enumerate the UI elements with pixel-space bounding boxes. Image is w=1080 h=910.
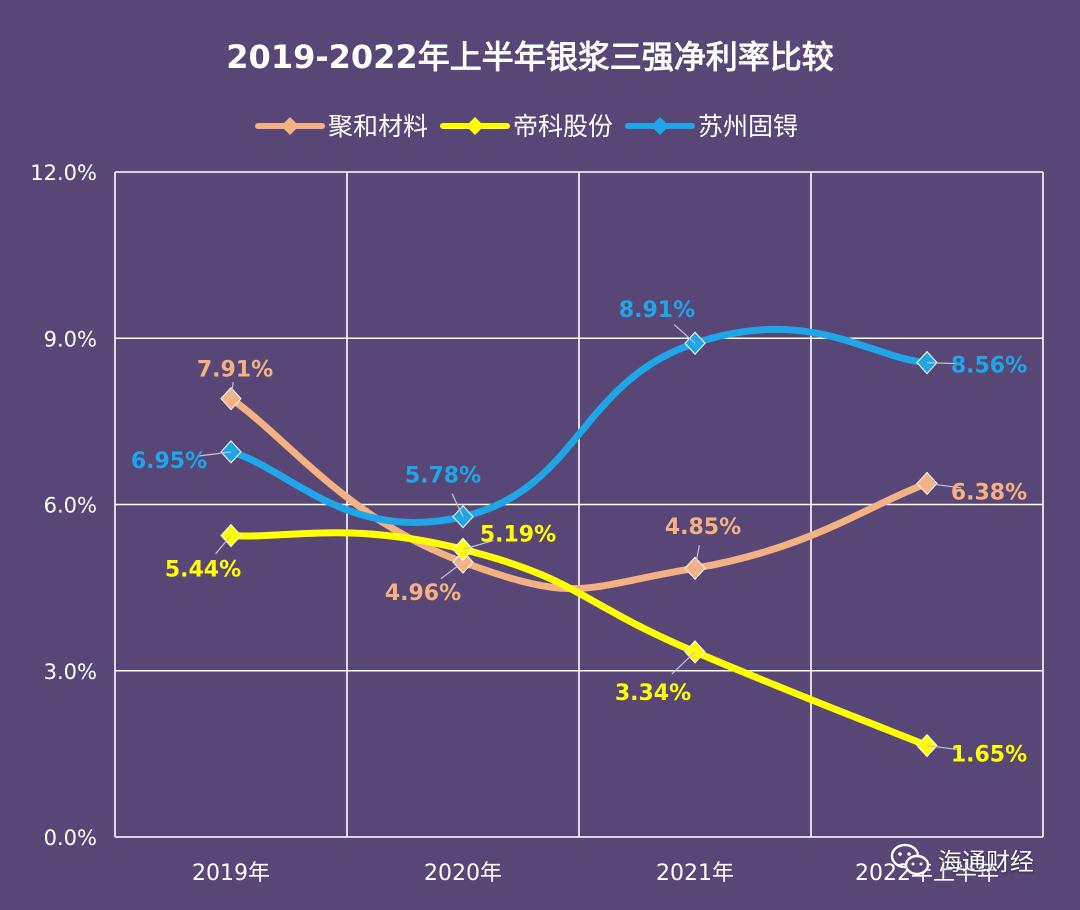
leader-line [451, 493, 464, 517]
data-point [220, 440, 242, 464]
leader-line [196, 451, 232, 457]
leader-line [926, 482, 962, 489]
leader-line [215, 535, 232, 555]
x-tick-label: 2019年 [192, 861, 270, 886]
series-line [227, 529, 931, 750]
x-tick-label: 2021年 [656, 861, 734, 886]
data-point [452, 537, 474, 562]
data-point [452, 504, 474, 529]
leader-line [440, 561, 464, 580]
series-line [227, 325, 931, 526]
data-label: 4.85% [665, 515, 741, 540]
data-label: 6.38% [951, 480, 1027, 505]
leader-line [694, 545, 700, 569]
x-tick-label: 2020年 [424, 861, 502, 886]
y-tick-label: 6.0% [44, 494, 97, 518]
data-label: 6.95% [131, 449, 207, 474]
leader-line [926, 744, 962, 751]
leader-line [673, 324, 696, 344]
watermark: 海通财经 [890, 842, 1034, 877]
legend-label: 聚和材料 [328, 112, 428, 141]
data-label: 8.91% [619, 298, 695, 323]
y-tick-label: 3.0% [44, 660, 97, 684]
data-label: 7.91% [197, 358, 273, 383]
y-tick-label: 12.0% [30, 161, 97, 185]
leader-line [671, 651, 696, 675]
data-label: 1.65% [951, 743, 1027, 768]
legend-marker [651, 117, 669, 135]
leader-line [462, 540, 494, 550]
data-point [452, 550, 474, 574]
leader-line [926, 362, 962, 365]
data-label: 4.96% [385, 581, 461, 606]
legend-marker [281, 117, 299, 135]
data-point [916, 350, 938, 375]
legend-label: 帝科股份 [513, 112, 613, 141]
legend-marker [466, 117, 484, 135]
watermark-text: 海通财经 [938, 848, 1034, 876]
y-tick-label: 0.0% [44, 826, 97, 850]
data-label: 5.44% [165, 558, 241, 583]
wechat-icon [890, 843, 930, 875]
data-label: 5.78% [405, 464, 481, 489]
data-label: 8.56% [951, 354, 1027, 379]
data-label: 5.19% [480, 522, 556, 547]
data-label: 3.34% [615, 681, 691, 706]
y-tick-label: 9.0% [44, 327, 97, 351]
legend-label: 苏州固锝 [698, 112, 798, 141]
leader-line [230, 382, 234, 399]
chart-title: 2019-2022年上半年银浆三强净利率比较 [226, 38, 833, 76]
